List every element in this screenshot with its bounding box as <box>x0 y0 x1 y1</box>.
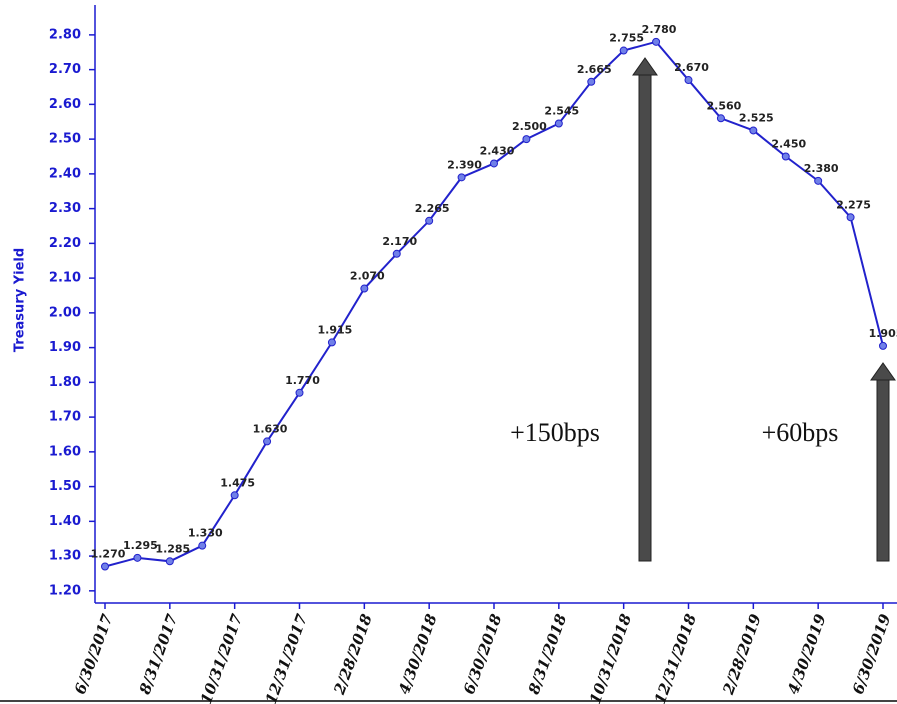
marker <box>133 553 142 562</box>
y-tick-label: 2.30 <box>49 201 81 216</box>
data-label: 2.390 <box>447 158 482 171</box>
y-axis-label: Treasury Yield <box>13 248 28 352</box>
data-label: 2.670 <box>674 61 709 74</box>
y-tick-label: 2.10 <box>49 271 81 286</box>
data-label: 2.070 <box>350 270 385 283</box>
arrow-shaft <box>876 379 890 562</box>
marker <box>230 491 239 500</box>
marker <box>879 341 887 350</box>
data-label: 2.755 <box>609 32 644 45</box>
data-label: 2.665 <box>577 63 612 76</box>
y-tick-label: 2.50 <box>49 132 81 147</box>
marker <box>684 76 693 85</box>
marker <box>781 152 790 161</box>
annotation: +60bps <box>762 418 839 447</box>
y-tick-label: 1.70 <box>49 410 81 425</box>
data-label: 1.295 <box>123 539 158 552</box>
data-label: 2.275 <box>836 198 871 211</box>
y-tick-label: 2.70 <box>49 62 81 77</box>
x-tick-label: 8/31/2017 <box>136 611 182 697</box>
marker <box>522 135 531 144</box>
x-tick-label: 2/28/2019 <box>719 611 765 698</box>
data-label: 1.905 <box>869 327 897 340</box>
y-tick-label: 2.40 <box>49 166 81 181</box>
marker <box>425 216 434 225</box>
marker <box>814 176 823 185</box>
marker <box>749 126 758 135</box>
x-tick-label: 4/30/2018 <box>395 611 441 697</box>
y-tick-label: 1.50 <box>49 479 81 494</box>
marker <box>652 37 661 46</box>
data-label: 2.430 <box>480 144 515 157</box>
data-label: 1.270 <box>91 548 126 561</box>
marker <box>716 114 725 123</box>
data-label: 2.780 <box>642 23 677 36</box>
marker <box>587 77 596 86</box>
x-tick-label: 6/30/2019 <box>849 611 895 697</box>
data-label: 2.545 <box>544 104 579 117</box>
x-tick-label: 12/31/2017 <box>262 611 311 704</box>
marker <box>490 159 498 168</box>
annotation: +150bps <box>510 418 600 447</box>
y-tick-label: 1.30 <box>49 549 81 564</box>
x-tick-label: 12/31/2018 <box>651 611 700 704</box>
marker <box>360 284 369 293</box>
arrow-head <box>632 57 658 76</box>
data-label: 1.285 <box>155 542 190 555</box>
marker <box>263 437 272 446</box>
marker <box>101 562 109 571</box>
arrows <box>632 57 896 562</box>
data-label: 1.330 <box>188 527 223 540</box>
marker <box>457 173 466 182</box>
marker <box>327 338 336 347</box>
marker <box>619 46 628 55</box>
y-tick-label: 1.40 <box>49 514 81 529</box>
x-tick-label: 4/30/2019 <box>784 611 830 697</box>
arrow-head <box>870 362 896 381</box>
data-label: 2.170 <box>382 235 417 248</box>
data-label: 1.630 <box>253 422 288 435</box>
data-label: 1.915 <box>318 323 353 336</box>
data-label: 2.380 <box>804 162 839 175</box>
y-tick-label: 1.60 <box>49 444 81 459</box>
marker <box>846 213 855 222</box>
x-tick-label: 6/30/2017 <box>71 611 117 697</box>
y-tick-label: 2.00 <box>49 305 81 320</box>
y-tick-label: 1.20 <box>49 583 81 598</box>
data-label: 2.525 <box>739 111 774 124</box>
y-tick-label: 2.60 <box>49 97 81 112</box>
arrow-shaft <box>638 74 652 562</box>
x-tick-label: 2/28/2018 <box>330 611 376 698</box>
marker <box>165 557 174 566</box>
marker <box>392 249 401 258</box>
marker <box>198 541 207 550</box>
data-label: 1.770 <box>285 374 320 387</box>
data-label: 2.560 <box>707 99 742 112</box>
x-tick-label: 8/31/2018 <box>525 611 571 697</box>
data-label: 2.450 <box>771 137 806 150</box>
x-tick-label: 6/30/2018 <box>460 611 506 697</box>
marker <box>295 388 304 397</box>
data-label: 2.500 <box>512 120 547 133</box>
y-tick-label: 2.20 <box>49 236 81 251</box>
x-tick-label: 10/31/2018 <box>586 611 635 704</box>
y-tick-label: 1.80 <box>49 375 81 390</box>
y-tick-label: 1.90 <box>49 340 81 355</box>
y-tick-label: 2.80 <box>49 27 81 42</box>
x-tick-label: 10/31/2017 <box>197 611 246 704</box>
marker <box>554 119 563 128</box>
data-label: 1.475 <box>220 476 255 489</box>
data-label: 2.265 <box>415 202 450 215</box>
